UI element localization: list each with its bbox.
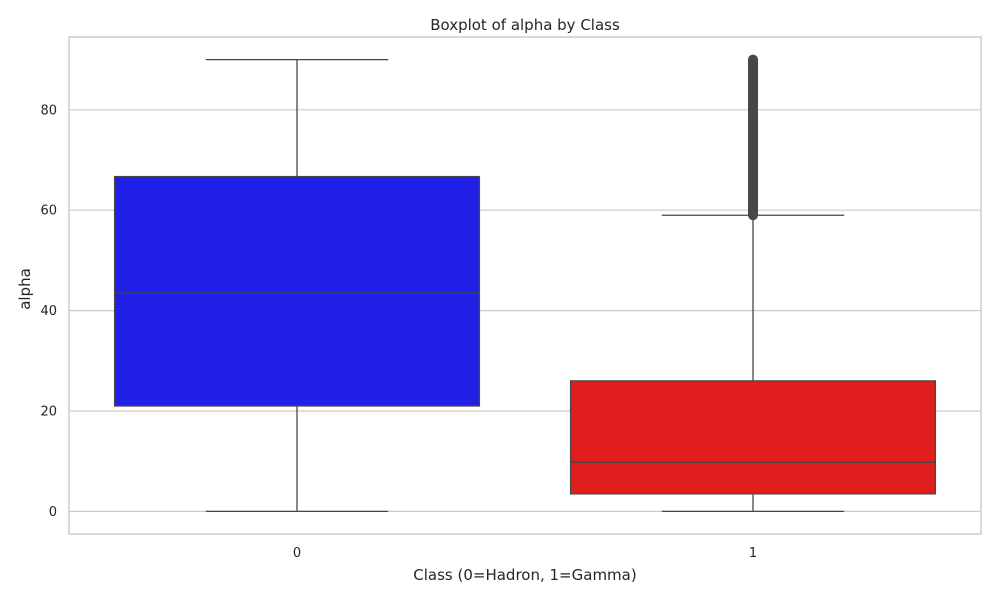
y-tick-label: 0	[49, 505, 57, 520]
x-tick-label: 0	[293, 546, 301, 561]
y-tick-labels: 0 20 40 60 80	[40, 103, 57, 520]
y-tick-label: 80	[40, 103, 57, 118]
plot-frame	[68, 36, 982, 535]
y-tick-label: 20	[40, 405, 57, 420]
chart-title: Boxplot of alpha by Class	[430, 16, 620, 34]
y-tick-label: 40	[40, 304, 57, 319]
x-axis-label: Class (0=Hadron, 1=Gamma)	[413, 566, 636, 584]
box-class-1	[569, 54, 937, 513]
y-tick-label: 60	[40, 204, 57, 219]
boxes-group	[113, 54, 937, 513]
box-class-0	[113, 58, 481, 513]
x-tick-label: 1	[749, 546, 757, 561]
iqr-box	[113, 175, 481, 407]
y-axis-label: alpha	[16, 268, 34, 310]
iqr-box	[569, 380, 937, 495]
